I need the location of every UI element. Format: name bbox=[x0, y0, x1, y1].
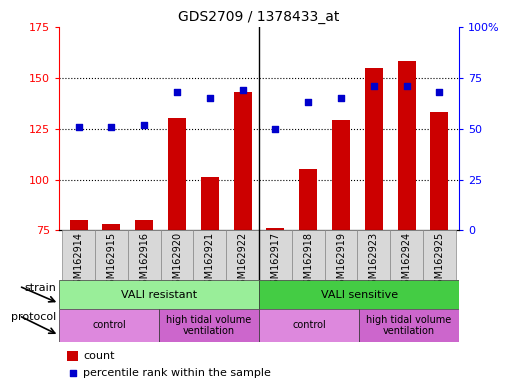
Bar bbox=[266, 228, 285, 383]
Text: control: control bbox=[92, 320, 126, 331]
Bar bbox=[161, 230, 193, 280]
Bar bbox=[430, 113, 448, 383]
Bar bbox=[168, 118, 186, 383]
Bar bbox=[70, 220, 88, 383]
Bar bbox=[159, 309, 259, 342]
Bar bbox=[135, 220, 153, 383]
Point bbox=[436, 89, 444, 95]
Point bbox=[69, 369, 77, 376]
Text: VALI sensitive: VALI sensitive bbox=[321, 290, 398, 300]
Bar bbox=[365, 68, 383, 383]
Point bbox=[337, 95, 345, 101]
Bar bbox=[292, 230, 325, 280]
Text: GSM162918: GSM162918 bbox=[303, 232, 313, 291]
Text: GSM162921: GSM162921 bbox=[205, 232, 215, 291]
Bar bbox=[325, 230, 358, 280]
Text: count: count bbox=[83, 351, 114, 361]
Title: GDS2709 / 1378433_at: GDS2709 / 1378433_at bbox=[179, 10, 340, 25]
Point bbox=[239, 87, 247, 93]
Point bbox=[370, 83, 378, 89]
Text: GSM162922: GSM162922 bbox=[238, 232, 248, 291]
Bar bbox=[67, 351, 78, 361]
Bar bbox=[59, 280, 259, 309]
Bar bbox=[259, 309, 359, 342]
Bar bbox=[359, 309, 459, 342]
Text: GSM162919: GSM162919 bbox=[336, 232, 346, 291]
Text: GSM162924: GSM162924 bbox=[402, 232, 411, 291]
Point bbox=[107, 124, 115, 130]
Text: high tidal volume
ventilation: high tidal volume ventilation bbox=[366, 314, 452, 336]
Point bbox=[74, 124, 83, 130]
Point bbox=[206, 95, 214, 101]
Text: strain: strain bbox=[25, 283, 56, 293]
Point bbox=[173, 89, 181, 95]
Bar bbox=[390, 230, 423, 280]
Text: high tidal volume
ventilation: high tidal volume ventilation bbox=[166, 314, 252, 336]
Bar bbox=[62, 230, 95, 280]
Point bbox=[403, 83, 411, 89]
Bar bbox=[59, 309, 159, 342]
Point bbox=[271, 126, 280, 132]
Text: GSM162916: GSM162916 bbox=[139, 232, 149, 291]
Text: control: control bbox=[292, 320, 326, 331]
Text: GSM162925: GSM162925 bbox=[435, 232, 444, 291]
Text: protocol: protocol bbox=[11, 312, 56, 322]
Bar bbox=[259, 230, 292, 280]
Text: GSM162914: GSM162914 bbox=[74, 232, 84, 291]
Point bbox=[140, 121, 148, 127]
Text: GSM162920: GSM162920 bbox=[172, 232, 182, 291]
Bar bbox=[193, 230, 226, 280]
Text: GSM162923: GSM162923 bbox=[369, 232, 379, 291]
Bar bbox=[226, 230, 259, 280]
Bar bbox=[103, 224, 121, 383]
Text: GSM162917: GSM162917 bbox=[270, 232, 281, 291]
Text: percentile rank within the sample: percentile rank within the sample bbox=[83, 367, 271, 377]
Text: VALI resistant: VALI resistant bbox=[121, 290, 197, 300]
Bar bbox=[201, 177, 219, 383]
Bar bbox=[95, 230, 128, 280]
Text: GSM162915: GSM162915 bbox=[107, 232, 116, 291]
Bar bbox=[398, 61, 416, 383]
Bar bbox=[332, 121, 350, 383]
Bar bbox=[233, 92, 252, 383]
Bar bbox=[259, 280, 459, 309]
Point bbox=[304, 99, 312, 105]
Bar bbox=[358, 230, 390, 280]
Bar bbox=[128, 230, 161, 280]
Bar bbox=[423, 230, 456, 280]
Bar bbox=[299, 169, 317, 383]
